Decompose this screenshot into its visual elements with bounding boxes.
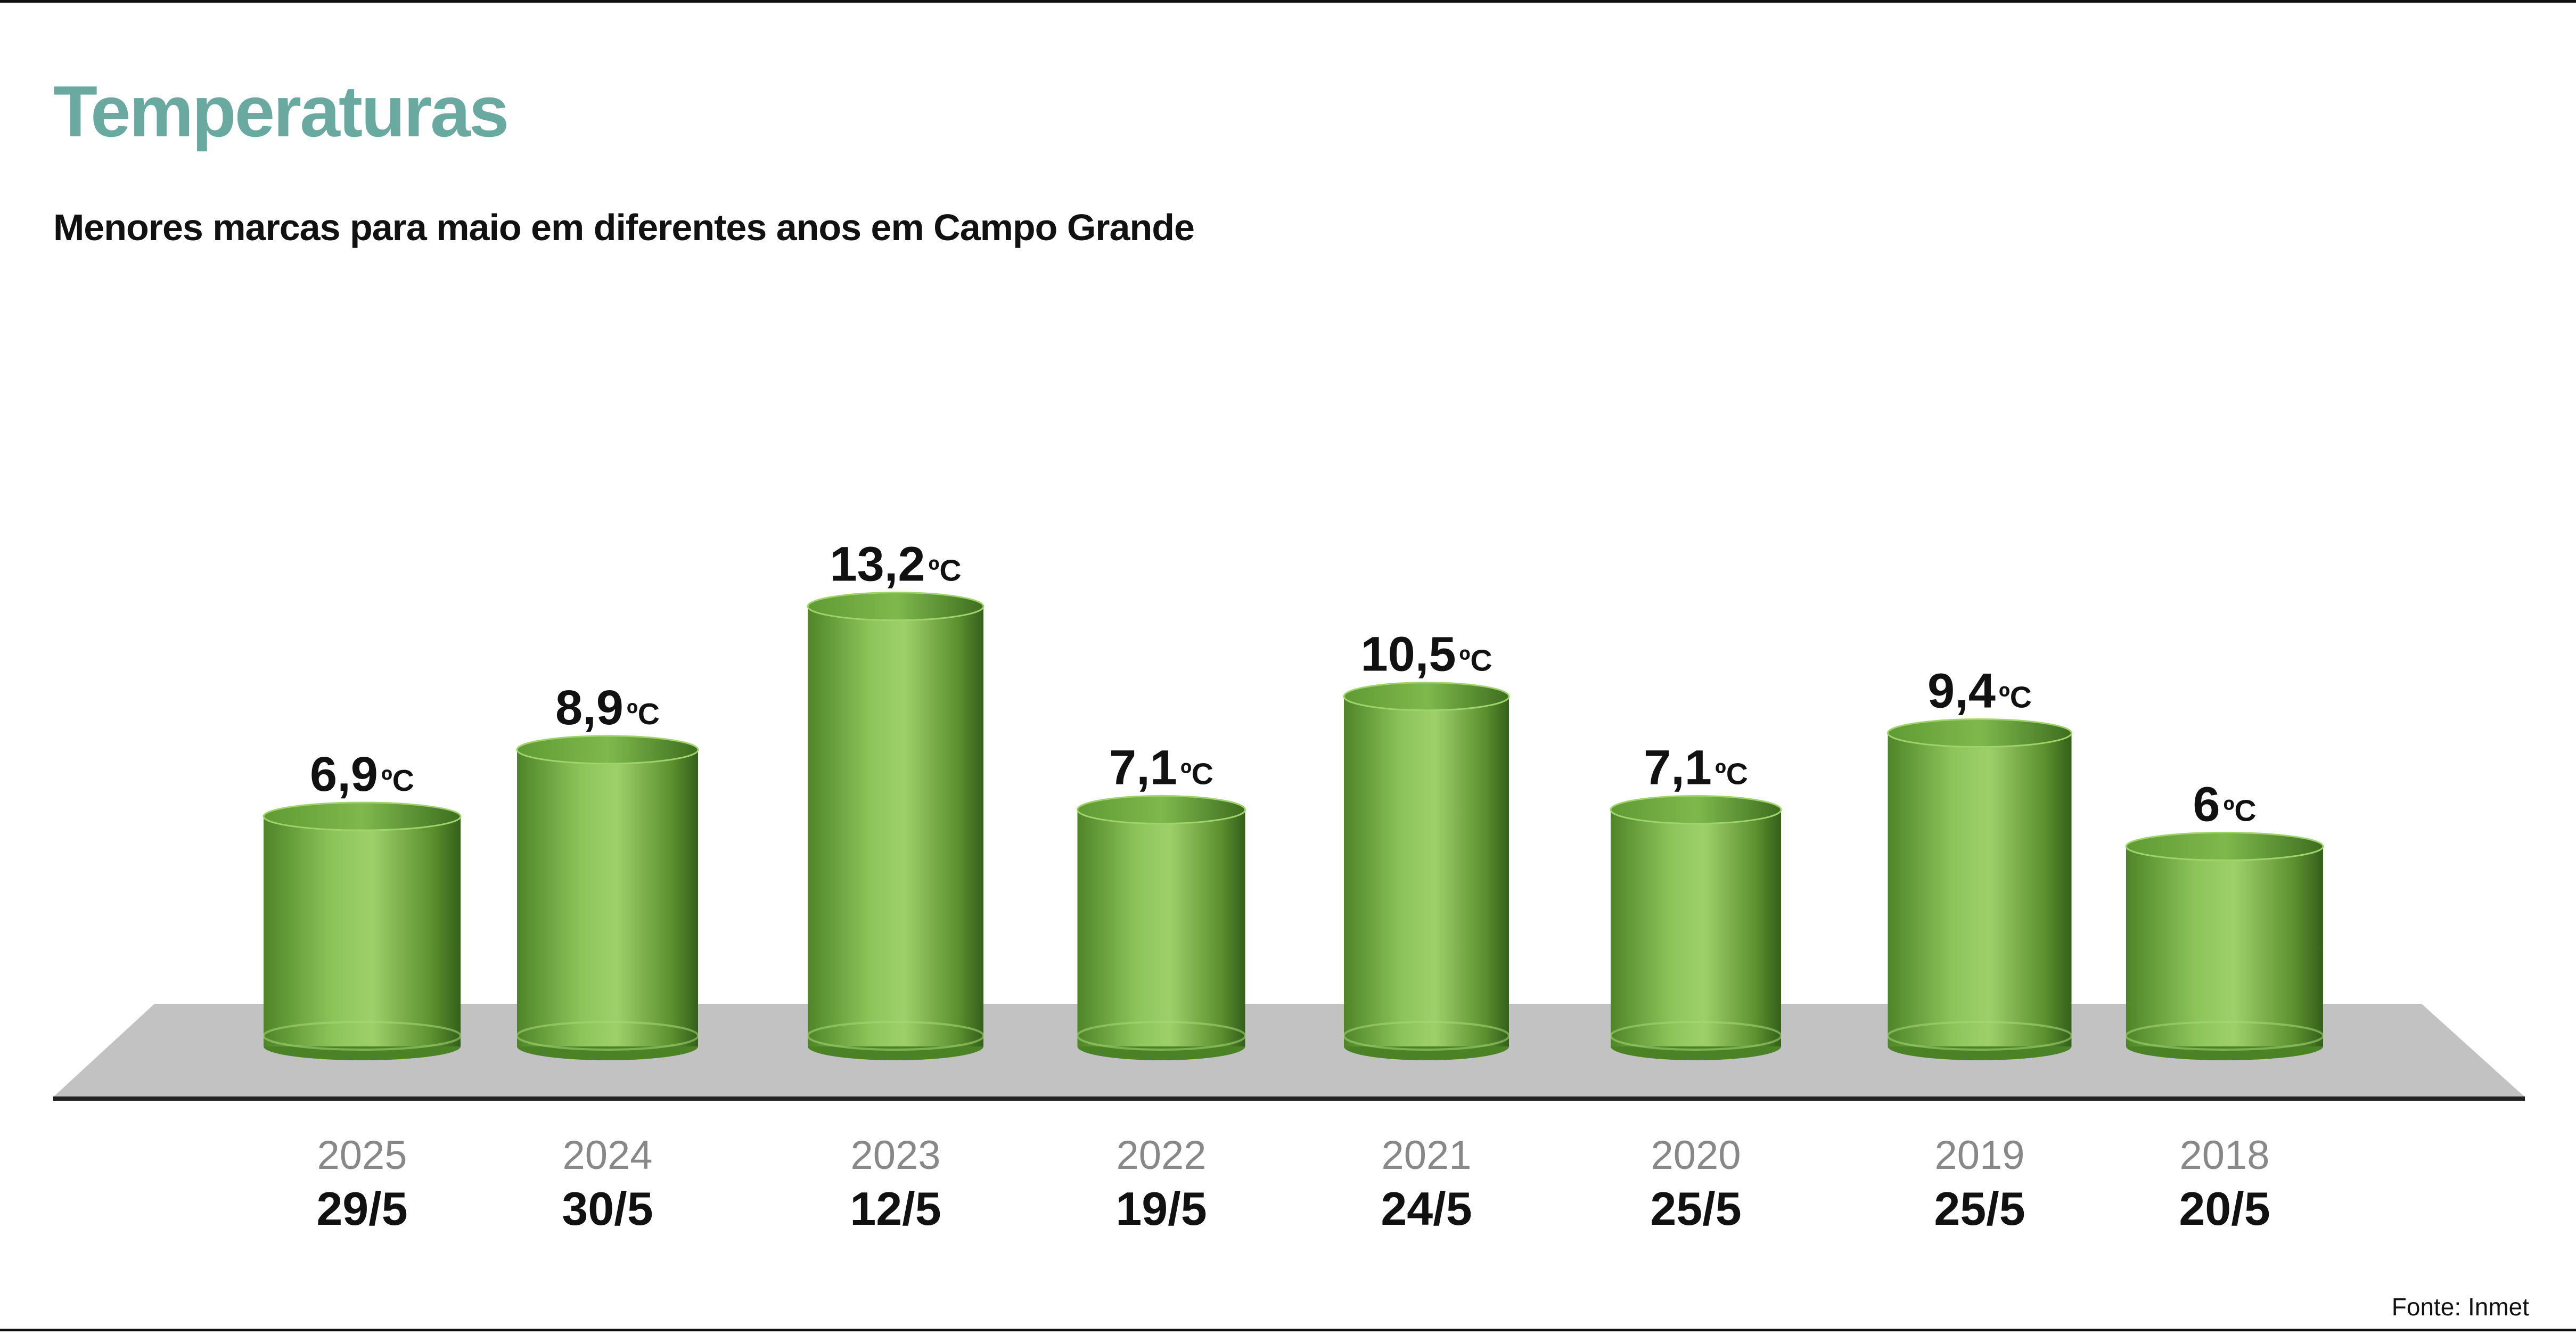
year-tick-label: 2019 (1934, 1133, 2024, 1178)
date-tick-label: 20/5 (2179, 1182, 2270, 1235)
date-tick-label: 29/5 (316, 1182, 407, 1235)
chart-title: Temperaturas (53, 71, 509, 152)
value-label: 7,1 ºC (1644, 741, 1748, 795)
date-tick-label: 25/5 (1650, 1182, 1741, 1235)
date-tick-label: 19/5 (1115, 1182, 1207, 1235)
bar-body (808, 606, 983, 1046)
bar-body (1077, 809, 1245, 1046)
bar-cap (2125, 831, 2324, 861)
bar-2025 (262, 801, 462, 1060)
bar-cap (1343, 682, 1510, 711)
bar-2024 (516, 735, 699, 1060)
bar-body (517, 749, 698, 1046)
source-note: Fonte: Inmet (2391, 1293, 2529, 1321)
year-tick-label: 2024 (562, 1133, 652, 1178)
bar-2018 (2125, 831, 2324, 1060)
value-label: 7,1 ºC (1109, 741, 1213, 795)
value-label: 8,9 ºC (555, 681, 660, 735)
bar-body (264, 816, 461, 1046)
bar-body (1611, 809, 1781, 1046)
bar-cap (1077, 795, 1246, 825)
bar-cap (516, 735, 699, 765)
value-label: 13,2 ºC (830, 537, 961, 592)
bar-body (1344, 696, 1509, 1046)
bar-floor-ring (2125, 1021, 2324, 1051)
bar-cap (262, 801, 462, 831)
year-tick-label: 2025 (317, 1133, 407, 1178)
bar-body (1888, 733, 2072, 1046)
year-tick-label: 2023 (850, 1133, 940, 1178)
bar-2022 (1076, 795, 1246, 1060)
bar-floor-ring (1343, 1021, 1510, 1051)
bar-2023 (807, 592, 985, 1060)
year-tick-label: 2018 (2179, 1133, 2269, 1178)
year-tick-label: 2020 (1651, 1133, 1741, 1178)
bar-cap (1887, 718, 2072, 748)
bar-cap (807, 592, 985, 621)
date-tick-label: 24/5 (1381, 1182, 1472, 1235)
year-tick-label: 2021 (1381, 1133, 1471, 1178)
bar-2021 (1343, 682, 1510, 1060)
bar-body (2126, 846, 2323, 1046)
value-label: 6 ºC (2193, 777, 2256, 831)
bar-floor-ring (807, 1021, 985, 1051)
value-label: 6,9 ºC (310, 747, 414, 801)
value-label: 9,4 ºC (1927, 664, 2032, 718)
year-tick-label: 2022 (1116, 1133, 1206, 1178)
date-tick-label: 25/5 (1934, 1182, 2025, 1235)
bar-2019 (1886, 718, 2073, 1060)
bar-2020 (1610, 795, 1782, 1060)
value-label: 10,5 ºC (1360, 627, 1492, 682)
bar-floor-ring (1076, 1021, 1246, 1051)
date-tick-label: 30/5 (562, 1182, 653, 1235)
bars-layer (262, 592, 2324, 1060)
date-tick-label: 12/5 (850, 1182, 941, 1235)
bar-floor-ring (1610, 1021, 1782, 1051)
bar-floor-ring (516, 1021, 699, 1051)
bar-floor-ring (1886, 1021, 2073, 1051)
bar-floor-ring (262, 1021, 462, 1051)
chart-subtitle: Menores marcas para maio em diferentes a… (53, 207, 1195, 248)
bar-cap (1610, 795, 1782, 825)
